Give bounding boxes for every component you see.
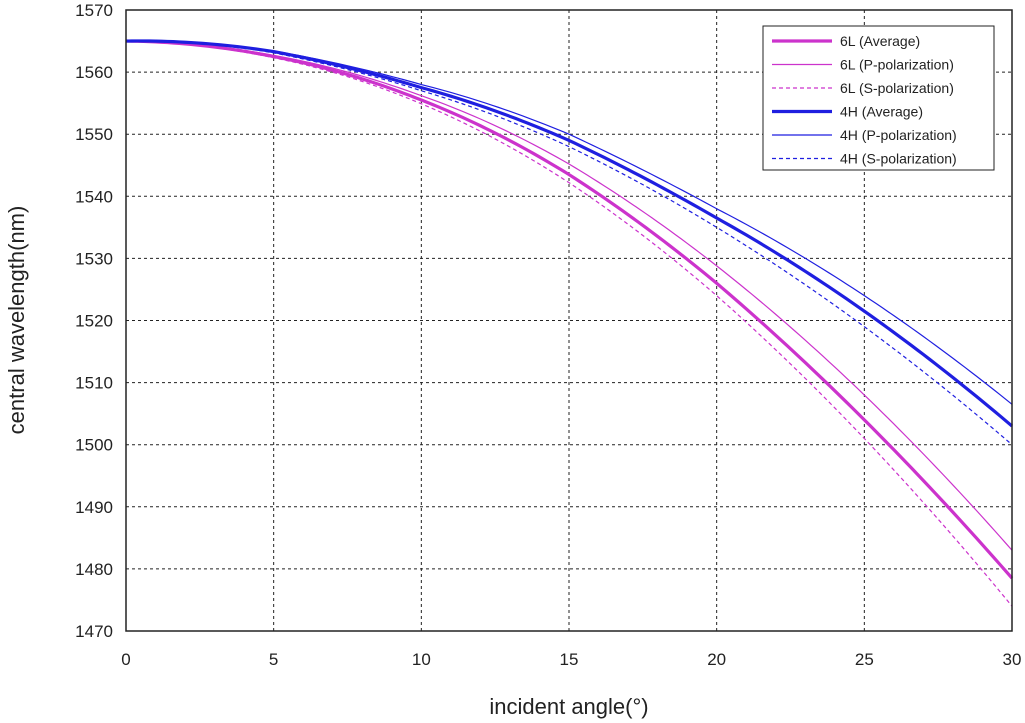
series-line-1 (125, 39, 1014, 580)
series-line-6 (125, 40, 1013, 446)
series-line-2 (125, 40, 1013, 551)
plot-frame (125, 9, 1013, 632)
y-tick-label: 1540 (75, 187, 113, 206)
x-tick-label: 20 (707, 650, 726, 669)
x-tick-label: 5 (269, 650, 278, 669)
series-line-5 (125, 40, 1013, 405)
legend-entry-label: 4H (Average) (840, 104, 923, 120)
y-tick-label: 1510 (75, 374, 113, 393)
y-tick-labels: 1470 1480 1490 1500 1510 1520 1530 1540 1550 1560… (75, 1, 113, 641)
series-lines (125, 39, 1014, 607)
y-tick-label: 1520 (75, 312, 113, 331)
legend-entry-label: 6L (S-polarization) (840, 80, 954, 96)
x-tick-labels: 0 5 10 15 20 25 30 (121, 650, 1021, 669)
y-tick-label: 1480 (75, 560, 113, 579)
x-tick-label: 25 (855, 650, 874, 669)
series-line-4 (125, 39, 1014, 428)
legend: 6L (Average) 6L (P-polarization) 6L (S-pol… (762, 25, 995, 171)
x-tick-label: 30 (1003, 650, 1022, 669)
y-tick-label: 1550 (75, 125, 113, 144)
y-tick-label: 1500 (75, 436, 113, 455)
legend-entry-label: 4H (P-polarization) (840, 127, 957, 143)
x-axis-label: incident angle(°) (489, 694, 648, 719)
x-tick-label: 10 (412, 650, 431, 669)
y-tick-label: 1490 (75, 498, 113, 517)
series-line-3 (125, 40, 1013, 607)
y-tick-label: 1470 (75, 622, 113, 641)
legend-entry-label: 4H (S-polarization) (840, 151, 957, 167)
y-tick-label: 1570 (75, 1, 113, 20)
legend-box (762, 25, 995, 171)
y-tick-label: 1560 (75, 63, 113, 82)
x-tick-label: 0 (121, 650, 130, 669)
legend-entry-label: 6L (P-polarization) (840, 57, 954, 73)
x-tick-label: 15 (560, 650, 579, 669)
y-tick-label: 1530 (75, 249, 113, 268)
legend-entry-label: 6L (Average) (840, 33, 920, 49)
y-axis-label: central wavelength(nm) (4, 206, 29, 435)
